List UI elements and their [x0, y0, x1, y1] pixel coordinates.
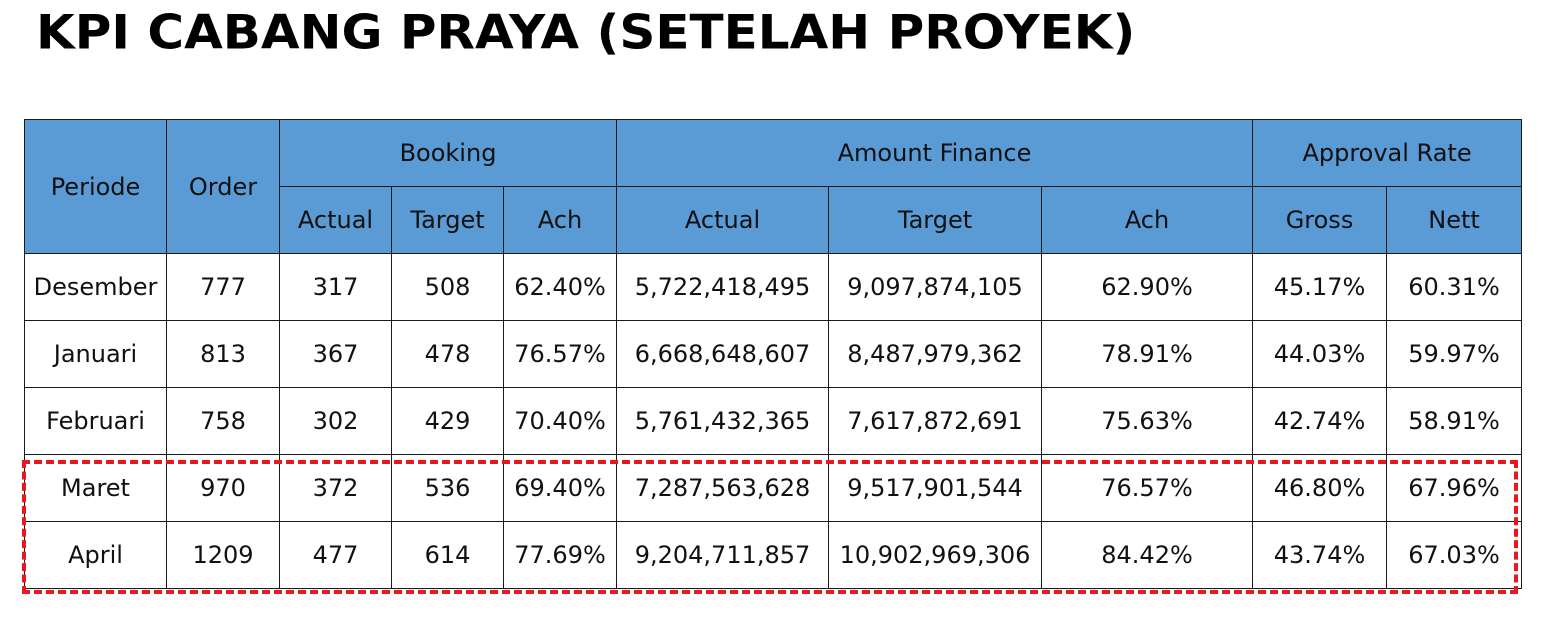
cell-af-target: 7,617,872,691	[828, 387, 1043, 455]
header-approval-rate: Approval Rate	[1252, 119, 1523, 187]
header-af-target: Target	[828, 186, 1043, 254]
cell-booking-target: 429	[391, 387, 504, 455]
cell-nett: 59.97%	[1386, 320, 1523, 388]
cell-order: 777	[166, 253, 280, 321]
header-row-group: Periode Order Booking Amount Finance App…	[24, 119, 1523, 254]
cell-booking-actual: 372	[279, 454, 392, 522]
cell-af-target: 9,517,901,544	[828, 454, 1043, 522]
table-body: Desember 777 317 508 62.40% 5,722,418,495 9,09…	[24, 253, 1523, 589]
cell-booking-actual: 317	[279, 253, 392, 321]
cell-booking-actual: 477	[279, 521, 392, 589]
cell-booking-ach: 69.40%	[502, 454, 618, 522]
header-row-sub: Actual Target Ach Actual Target Ach Gros…	[25, 186, 1523, 254]
cell-booking-ach: 76.57%	[502, 320, 618, 388]
cell-booking-actual: 367	[279, 320, 392, 388]
table-row: April 1209 477 614 77.69% 9,204,711,857 10,902…	[24, 521, 1523, 589]
table-row: Februari 758 302 429 70.40% 5,761,432,365 7,61…	[24, 387, 1523, 455]
cell-order: 1209	[166, 521, 280, 589]
table-row: Januari 813 367 478 76.57% 6,668,648,607 8,487…	[24, 320, 1523, 388]
table-row: Maret 970 372 536 69.40% 7,287,563,628 9,517,9…	[24, 454, 1523, 522]
header-periode: Periode	[24, 119, 167, 254]
cell-af-ach: 62.90%	[1041, 253, 1254, 321]
cell-booking-target: 614	[391, 521, 504, 589]
header-amount-finance: Amount Finance	[616, 119, 1254, 187]
cell-periode: Desember	[24, 253, 167, 321]
cell-af-actual: 5,722,418,495	[616, 253, 830, 321]
cell-af-ach: 84.42%	[1041, 521, 1254, 589]
cell-af-actual: 9,204,711,857	[616, 521, 830, 589]
cell-periode: April	[24, 521, 167, 589]
cell-af-actual: 6,668,648,607	[616, 320, 830, 388]
cell-gross: 42.74%	[1252, 387, 1388, 455]
cell-booking-target: 508	[391, 253, 504, 321]
cell-af-ach: 75.63%	[1041, 387, 1254, 455]
cell-nett: 58.91%	[1386, 387, 1523, 455]
cell-periode: Februari	[24, 387, 167, 455]
cell-periode: Januari	[24, 320, 167, 388]
header-booking-ach: Ach	[502, 186, 618, 254]
cell-gross: 44.03%	[1252, 320, 1388, 388]
header-booking: Booking	[278, 119, 618, 187]
header-order: Order	[166, 119, 280, 254]
header-gross: Gross	[1252, 186, 1388, 254]
cell-af-ach: 76.57%	[1041, 454, 1254, 522]
cell-booking-ach: 70.40%	[502, 387, 618, 455]
cell-order: 813	[166, 320, 280, 388]
cell-booking-target: 478	[391, 320, 504, 388]
cell-gross: 46.80%	[1252, 454, 1388, 522]
cell-booking-ach: 77.69%	[502, 521, 618, 589]
table-row: Desember 777 317 508 62.40% 5,722,418,495 9,09…	[24, 253, 1523, 321]
cell-af-target: 9,097,874,105	[828, 253, 1043, 321]
cell-nett: 67.03%	[1386, 521, 1523, 589]
kpi-table: Periode Order Booking Amount Finance App…	[24, 119, 1523, 589]
cell-booking-actual: 302	[279, 387, 392, 455]
cell-af-target: 8,487,979,362	[828, 320, 1043, 388]
cell-af-ach: 78.91%	[1041, 320, 1254, 388]
page-title: KPI CABANG PRAYA (SETELAH PROYEK)	[36, 4, 1136, 61]
cell-af-actual: 7,287,563,628	[616, 454, 830, 522]
cell-nett: 67.96%	[1386, 454, 1523, 522]
cell-gross: 45.17%	[1252, 253, 1388, 321]
cell-af-actual: 5,761,432,365	[616, 387, 830, 455]
cell-gross: 43.74%	[1252, 521, 1388, 589]
header-af-ach: Ach	[1041, 186, 1254, 254]
cell-af-target: 10,902,969,306	[828, 521, 1043, 589]
header-booking-target: Target	[391, 186, 504, 254]
header-nett: Nett	[1386, 186, 1523, 254]
cell-order: 970	[166, 454, 280, 522]
header-booking-actual: Actual	[279, 186, 392, 254]
cell-periode: Maret	[24, 454, 167, 522]
cell-booking-target: 536	[391, 454, 504, 522]
cell-booking-ach: 62.40%	[502, 253, 618, 321]
header-af-actual: Actual	[616, 186, 830, 254]
cell-order: 758	[166, 387, 280, 455]
cell-nett: 60.31%	[1386, 253, 1523, 321]
